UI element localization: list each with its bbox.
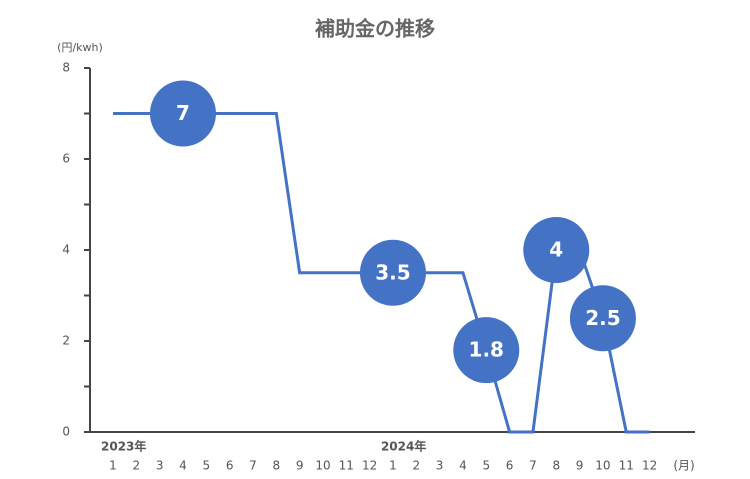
data-label: 3.5 <box>375 260 410 284</box>
x-tick-label: 5 <box>202 459 210 473</box>
x-tick-label: 6 <box>506 459 514 473</box>
x-tick-label: 6 <box>226 459 234 473</box>
x-tick-label: 3 <box>156 459 164 473</box>
x-tick-label: 9 <box>576 459 584 473</box>
x-tick-label: 10 <box>595 459 610 473</box>
x-tick-label: 1 <box>389 459 397 473</box>
x-tick-label: 12 <box>642 459 657 473</box>
y-axis-label: (円/kwh) <box>57 41 103 54</box>
label-bubble <box>569 285 636 352</box>
y-tick-label: 0 <box>62 425 70 439</box>
x-tick-label: 2 <box>412 459 420 473</box>
x-tick-label: 12 <box>362 459 377 473</box>
x-tick-label: 11 <box>619 459 634 473</box>
x-tick-label: 5 <box>482 459 490 473</box>
chart-title: 補助金の推移 <box>314 17 435 41</box>
y-tick-label: 6 <box>62 152 70 166</box>
x-tick-label: 9 <box>296 459 304 473</box>
y-tick-label: 8 <box>62 61 70 75</box>
data-label: 1.8 <box>469 338 504 362</box>
x-tick-label: 8 <box>272 459 280 473</box>
x-tick-label: 2 <box>133 459 141 473</box>
x-tick-label: 4 <box>179 459 187 473</box>
data-label: 4 <box>549 238 563 262</box>
label-bubble <box>149 80 216 147</box>
year-label: 2023年 <box>101 439 146 454</box>
label-bubble <box>359 239 426 306</box>
data-label: 7 <box>176 101 190 125</box>
y-tick-label: 2 <box>62 334 70 348</box>
x-tick-label: 3 <box>436 459 444 473</box>
y-tick-label: 4 <box>62 243 70 257</box>
x-tick-label: 1 <box>109 459 117 473</box>
x-tick-label: 10 <box>315 459 330 473</box>
x-axis-label: (月) <box>673 459 694 473</box>
label-bubble <box>453 317 520 384</box>
x-tick-label: 7 <box>529 459 537 473</box>
data-label: 2.5 <box>585 306 620 330</box>
label-bubble <box>523 217 590 283</box>
x-tick-label: 8 <box>552 459 560 473</box>
x-tick-label: 11 <box>339 459 354 473</box>
year-label: 2024年 <box>381 439 426 454</box>
x-tick-label: 7 <box>249 459 257 473</box>
x-tick-label: 4 <box>459 459 467 473</box>
